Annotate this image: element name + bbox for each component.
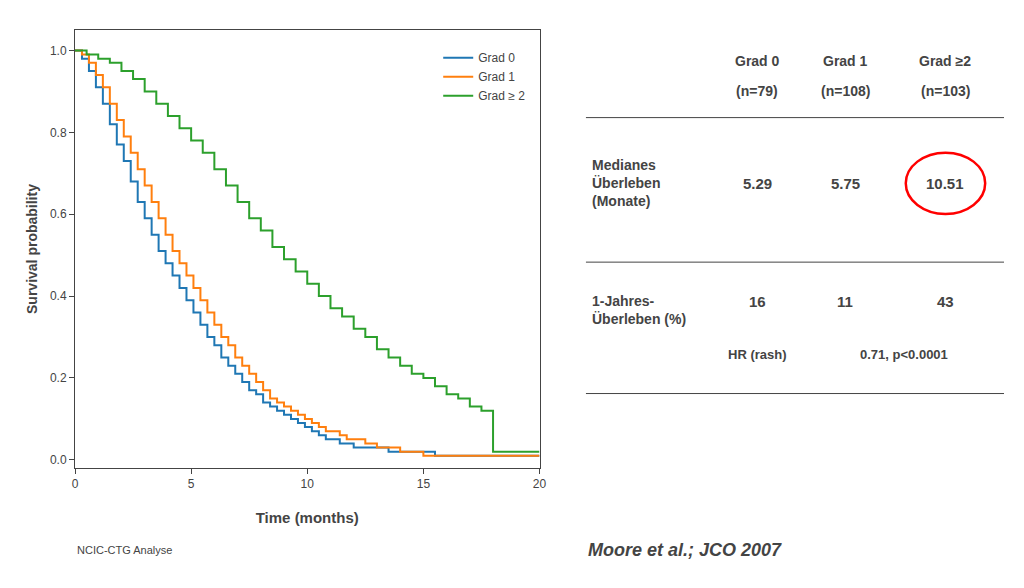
svg-text:0.4: 0.4 [50,289,67,303]
svg-text:0.0: 0.0 [50,453,67,467]
svg-text:Time (months): Time (months) [256,509,359,526]
svg-text:0.2: 0.2 [50,371,67,385]
svg-text:1-Jahres-Überleben (%): 1-Jahres-Überleben (%) [592,293,686,327]
svg-text:5.75: 5.75 [831,175,860,192]
svg-text:0: 0 [72,477,79,491]
svg-text:20: 20 [533,477,547,491]
svg-text:0.8: 0.8 [50,126,67,140]
svg-text:NCIC-CTG Analyse: NCIC-CTG Analyse [77,544,172,556]
svg-text:5: 5 [188,477,195,491]
svg-text:MedianesÜberleben(Monate): MedianesÜberleben(Monate) [592,157,660,209]
svg-text:10.51: 10.51 [926,175,964,192]
svg-text:(n=79): (n=79) [736,83,778,99]
svg-text:0.71, p<0.0001: 0.71, p<0.0001 [860,347,948,362]
svg-text:(n=103): (n=103) [921,83,970,99]
svg-text:Moore et al.; JCO 2007: Moore et al.; JCO 2007 [588,540,782,560]
svg-text:11: 11 [837,293,853,310]
svg-text:Grad 1: Grad 1 [478,70,515,84]
svg-text:Grad ≥ 2: Grad ≥ 2 [478,89,525,103]
svg-text:43: 43 [937,293,954,310]
svg-text:Grad 0: Grad 0 [478,51,515,65]
svg-text:Grad 0: Grad 0 [735,53,780,69]
svg-text:15: 15 [417,477,431,491]
svg-text:0.6: 0.6 [50,207,67,221]
svg-text:10: 10 [301,477,315,491]
svg-text:Survival probability: Survival probability [24,184,40,314]
svg-text:(n=108): (n=108) [821,83,870,99]
svg-text:Grad ≥2: Grad ≥2 [919,53,971,69]
svg-text:16: 16 [749,293,766,310]
svg-text:1.0: 1.0 [50,44,67,58]
svg-text:Grad 1: Grad 1 [823,53,868,69]
svg-text:5.29: 5.29 [743,175,772,192]
svg-text:HR (rash): HR (rash) [728,347,787,362]
